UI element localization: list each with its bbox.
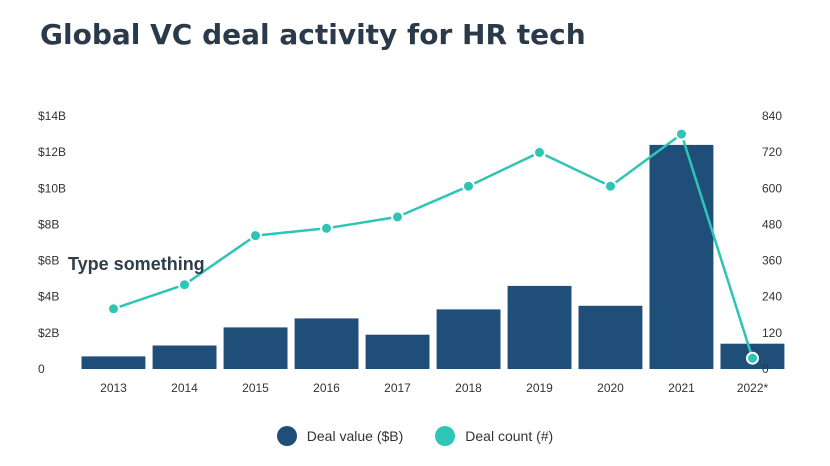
left-tick-label: $8B [38,217,59,231]
bar-2021[interactable] [649,144,714,369]
point-2014[interactable] [178,278,191,292]
x-tick-label: 2022* [737,381,769,395]
bar-2018[interactable] [436,309,501,369]
point-2013[interactable] [107,302,120,316]
bar-2015[interactable] [223,327,288,369]
x-tick-label: 2020 [597,381,624,395]
right-tick-label: 240 [762,290,782,304]
x-tick-label: 2014 [171,381,198,395]
right-tick-label: 840 [762,109,782,123]
right-tick-label: 0 [762,362,769,376]
point-2020[interactable] [604,179,617,193]
bar-2013[interactable] [81,356,146,369]
x-tick-label: 2013 [100,381,127,395]
x-tick-label: 2018 [455,381,482,395]
legend-swatch-deal-count [435,426,456,446]
right-axis-ticks: 0 120 240 360 480 600 720 840 [762,109,782,376]
x-axis-ticks: 2013 2014 2015 2016 2017 2018 2019 2020 2021 2022… [100,381,768,395]
left-tick-label: $6B [38,254,59,268]
x-tick-label: 2015 [242,381,269,395]
right-tick-label: 360 [762,254,782,268]
point-2016[interactable] [320,221,333,235]
bar-series [81,144,785,370]
right-tick-label: 600 [762,181,782,195]
x-tick-label: 2017 [384,381,411,395]
left-tick-label: $4B [38,290,59,304]
bar-2020[interactable] [578,305,643,370]
point-2021[interactable] [675,127,688,141]
left-axis-ticks: 0 $2B $4B $6B $8B $10B $12B $14B [38,109,66,376]
point-2017[interactable] [391,210,404,224]
x-tick-label: 2021 [668,381,695,395]
left-tick-label: $10B [38,181,66,195]
right-tick-label: 480 [762,217,782,231]
left-tick-label: 0 [38,362,45,376]
bar-2016[interactable] [294,318,359,369]
legend-item-deal-value[interactable]: Deal value ($B) [276,426,404,446]
x-tick-label: 2016 [313,381,340,395]
left-tick-label: $2B [38,326,59,340]
legend-label-deal-count: Deal count (#) [465,428,554,444]
right-tick-label: 720 [762,145,782,159]
left-tick-label: $14B [38,109,66,123]
point-2022[interactable] [746,351,759,365]
legend-label-deal-value: Deal value ($B) [306,428,404,444]
point-2015[interactable] [249,229,262,243]
bar-2014[interactable] [152,345,217,370]
deal-count-line [113,132,754,359]
x-tick-label: 2019 [526,381,553,395]
legend-item-deal-count[interactable]: Deal count (#) [435,426,553,446]
bar-2017[interactable] [365,334,430,369]
line-series [107,127,759,365]
right-tick-label: 120 [762,326,782,340]
legend: Deal value ($B) Deal count (#) [0,426,830,446]
legend-swatch-deal-value [276,426,297,446]
point-2019[interactable] [533,145,546,159]
annotation-text: Type something [68,254,205,274]
bar-2019[interactable] [507,285,572,369]
point-2018[interactable] [462,179,475,193]
chart-title: Global VC deal activity for HR tech [40,18,586,51]
left-tick-label: $12B [38,145,66,159]
